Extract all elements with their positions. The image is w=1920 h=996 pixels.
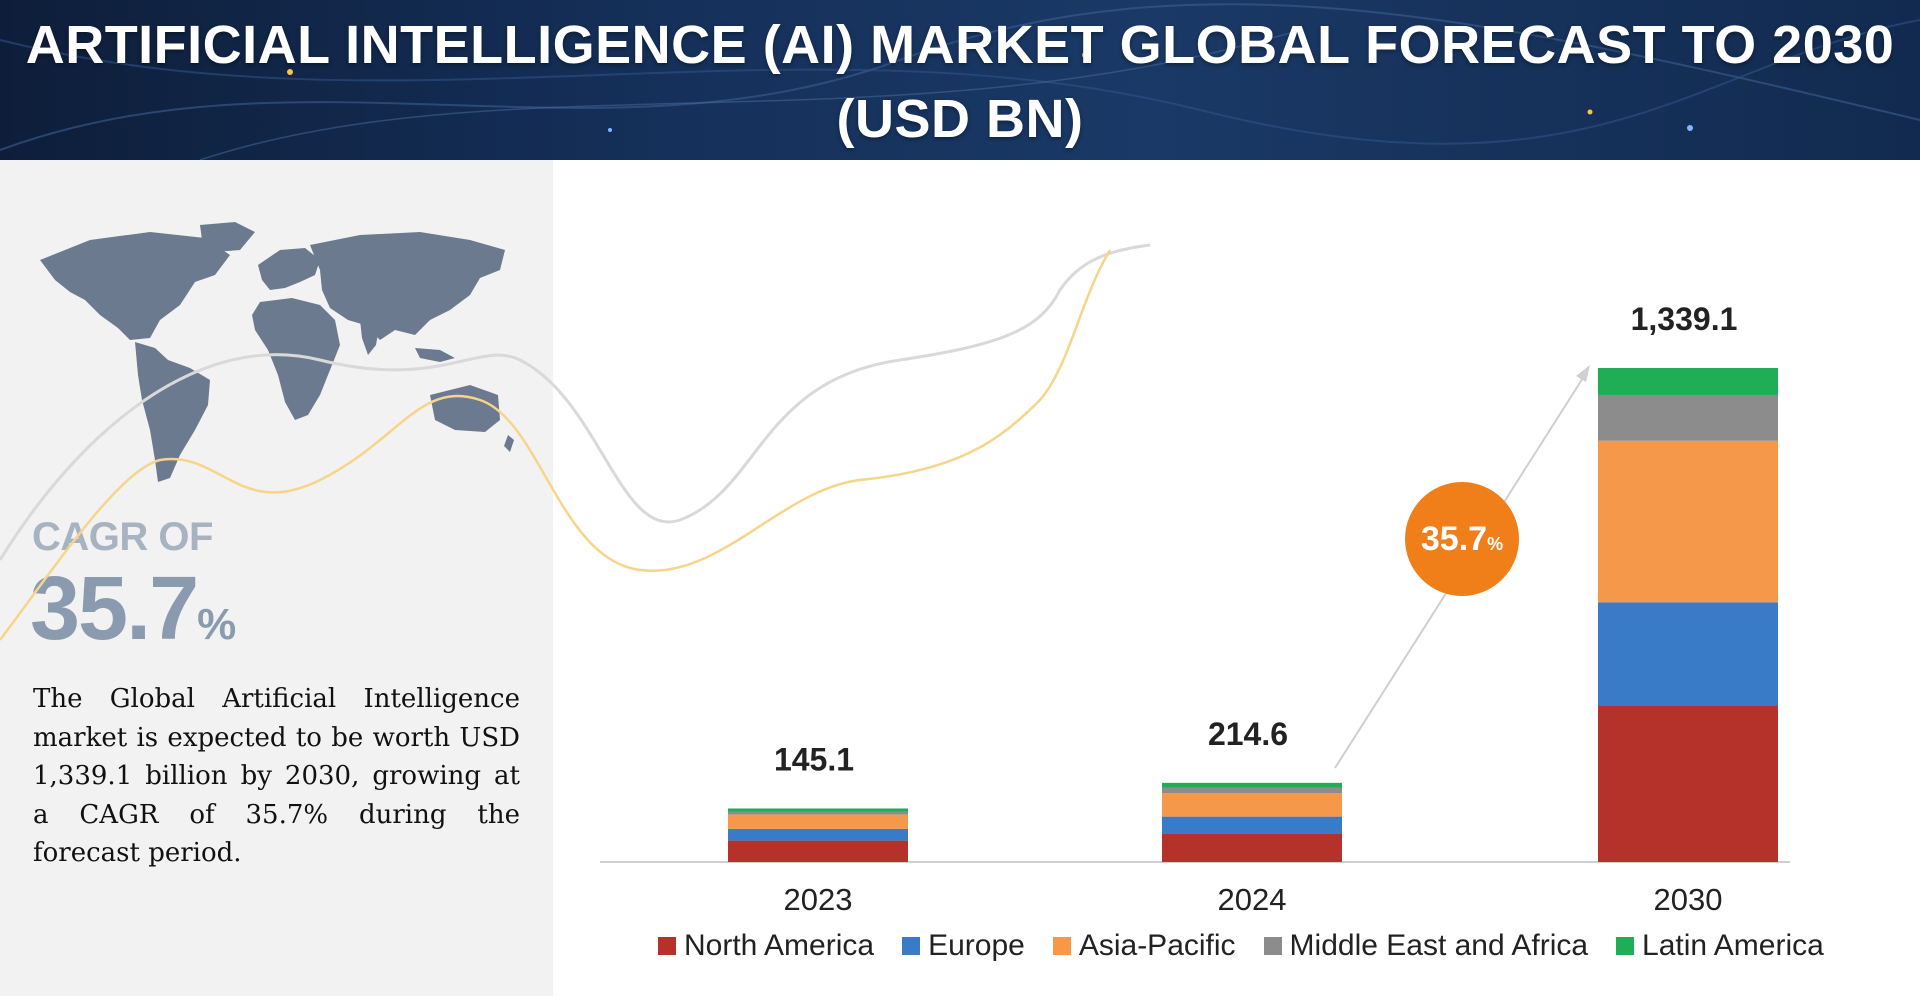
cagr-unit: % — [197, 600, 237, 649]
legend-label: Latin America — [1642, 929, 1824, 962]
legend-swatch — [1052, 937, 1071, 955]
bar-segment — [1598, 440, 1778, 603]
total-data-label: 145.1 — [774, 741, 854, 777]
cagr-label: CAGR OF — [32, 515, 213, 559]
wave-decoration-gray — [0, 243, 1151, 561]
legend-swatch — [902, 937, 921, 955]
bar-segment — [728, 840, 908, 862]
x-tick-label: 2024 — [1218, 882, 1287, 917]
legend-item: Europe — [902, 929, 1025, 963]
cagr-value: 35.7% — [30, 558, 236, 661]
bar-segment — [1162, 793, 1342, 817]
legend-label: North America — [684, 929, 875, 962]
bar-segment — [1162, 816, 1342, 834]
legend-label: Europe — [928, 929, 1025, 962]
bar-segment — [728, 828, 908, 841]
bar-segment — [1598, 394, 1778, 441]
legend-swatch — [658, 937, 676, 955]
total-data-label: 1,339.1 — [1631, 301, 1738, 337]
legend-label: Asia-Pacific — [1078, 929, 1236, 962]
legend-swatch — [1616, 937, 1635, 955]
market-description: The Global Artificial Intelligence marke… — [33, 684, 520, 868]
legend-item: Middle East and Africa — [1263, 929, 1589, 963]
page-title: ARTIFICIAL INTELLIGENCE (AI) MARKET GLOB… — [0, 8, 1920, 156]
cagr-number: 35.7 — [30, 559, 199, 659]
total-data-label: 214.6 — [1208, 716, 1288, 752]
bar-segment — [1162, 787, 1342, 794]
cagr-badge-unit: % — [1487, 533, 1504, 554]
x-tick-label: 2030 — [1654, 882, 1723, 917]
wave-decoration-yellow — [0, 249, 1112, 641]
legend-item: Latin America — [1616, 929, 1824, 963]
page-title-line2: (USD BN) — [836, 89, 1084, 149]
cagr-badge: 35.7% — [1405, 482, 1519, 596]
bar-segment — [728, 808, 908, 812]
bar-segment — [1598, 368, 1778, 395]
summary-panel: CAGR OF 35.7% The Global Artificial Inte… — [0, 160, 553, 996]
bar-segment — [1162, 833, 1342, 862]
world-map-icon — [40, 222, 514, 482]
banner-decoration — [0, 3, 1920, 160]
bar-segment — [728, 814, 908, 829]
legend-swatch — [1263, 937, 1282, 955]
page-title-line1: ARTIFICIAL INTELLIGENCE (AI) MARKET GLOB… — [25, 15, 1895, 75]
legend-item: Asia-Pacific — [1052, 929, 1236, 963]
cagr-badge-value: 35.7 — [1420, 519, 1488, 558]
legend-item: North America — [658, 929, 874, 963]
x-tick-label: 2023 — [784, 882, 853, 917]
bar-segment — [1162, 782, 1342, 788]
bar-segment — [1598, 705, 1778, 862]
bar-segment — [728, 811, 908, 815]
chart-legend: North America Europe Asia-Pacific Middle Ea… — [658, 926, 1852, 966]
legend-label: Middle East and Africa — [1289, 929, 1589, 962]
bar-segment — [1598, 602, 1778, 706]
header-banner: ARTIFICIAL INTELLIGENCE (AI) MARKET GLOB… — [0, 0, 1920, 160]
